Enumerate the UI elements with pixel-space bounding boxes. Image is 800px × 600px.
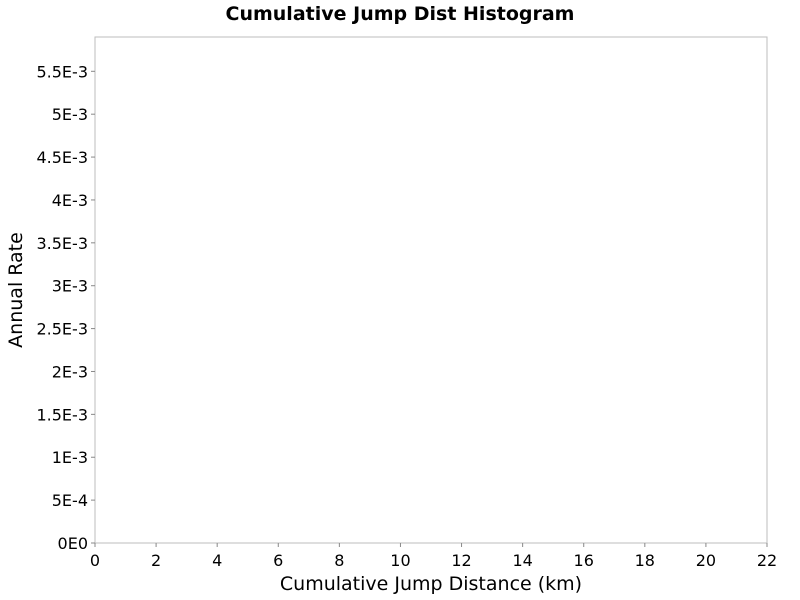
- x-axis-label: Cumulative Jump Distance (km): [280, 573, 582, 595]
- x-tick-label: 6: [273, 551, 283, 570]
- y-tick-label: 2E-3: [52, 362, 88, 381]
- x-tick-label: 4: [212, 551, 222, 570]
- y-tick-label: 1.5E-3: [36, 405, 88, 424]
- y-tick-label: 3.5E-3: [36, 234, 88, 253]
- y-tick-label: 5.5E-3: [36, 62, 88, 81]
- y-tick-label: 1E-3: [52, 448, 88, 467]
- chart-title: Cumulative Jump Dist Histogram: [226, 3, 575, 25]
- x-tick-label: 12: [451, 551, 471, 570]
- y-tick-label: 2.5E-3: [36, 320, 88, 339]
- y-tick-label: 5E-4: [52, 491, 88, 510]
- x-tick-label: 0: [90, 551, 100, 570]
- x-tick-label: 8: [334, 551, 344, 570]
- x-tick-label: 18: [635, 551, 655, 570]
- x-tick-label: 20: [696, 551, 716, 570]
- x-tick-label: 22: [757, 551, 777, 570]
- y-tick-label: 4E-3: [52, 191, 88, 210]
- x-tick-label: 2: [151, 551, 161, 570]
- y-axis-ticks: 0E0 5E-4 1E-3 1.5E-3 2E-3 2.5E-3 3E-3 3.5E-3 4E-…: [36, 62, 95, 553]
- y-tick-label: 3E-3: [52, 277, 88, 296]
- x-axis-ticks: 0 2 4 6 8 10 12 14 16 18 20 22: [90, 543, 777, 570]
- y-tick-label: 5E-3: [52, 105, 88, 124]
- plot-frame: [94, 36, 768, 544]
- y-axis-label: Annual Rate: [5, 232, 27, 348]
- x-tick-label: 10: [390, 551, 410, 570]
- y-tick-label: 4.5E-3: [36, 148, 88, 167]
- x-tick-label: 14: [512, 551, 532, 570]
- x-tick-label: 16: [574, 551, 594, 570]
- y-tick-label: 0E0: [58, 534, 88, 553]
